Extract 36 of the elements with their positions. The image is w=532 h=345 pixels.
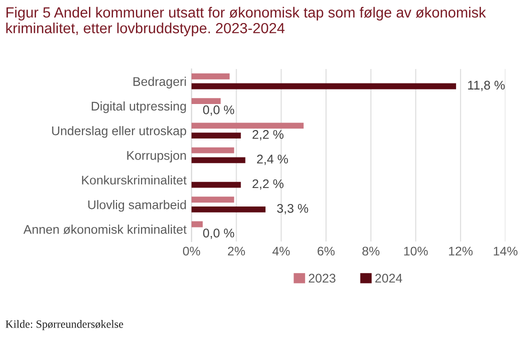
bar <box>192 157 246 164</box>
data-label: 11,8 % <box>468 80 505 92</box>
x-tick-label: 0% <box>182 246 200 256</box>
data-label: 3,3 % <box>277 204 308 214</box>
bar <box>192 122 304 129</box>
bar <box>192 98 221 104</box>
bar <box>192 182 241 188</box>
bar <box>192 132 241 138</box>
y-tick-label: Underslag eller utroskap <box>52 126 186 138</box>
y-tick-label: Korrupsjon <box>127 150 186 162</box>
x-tick-label: 14% <box>494 246 518 256</box>
bar <box>192 73 230 80</box>
x-tick-label: 2% <box>228 246 245 256</box>
y-tick-label: Annen økonomisk kriminalitet <box>23 224 187 234</box>
data-label: 2,4 % <box>257 154 288 166</box>
data-label: 0,0 % <box>203 228 234 239</box>
chart-title: Figur 5 Andel kommuner utsatt for økonomisk tap som følge av økonomisk kriminalitet, etter lovbruddstype. 2023-2024 <box>6 6 486 36</box>
legend-label: 2024 <box>375 274 402 283</box>
legend-label: 2023 <box>308 274 336 283</box>
y-tick-label: Digital utpressing <box>92 101 186 114</box>
y-tick-label: Konkurskriminalitet <box>82 175 187 185</box>
x-tick-label: 6% <box>318 246 335 256</box>
data-label: 2,2 % <box>252 130 284 140</box>
x-tick-label: 4% <box>272 246 290 256</box>
y-tick-label: Ulovlig samarbeid <box>88 200 186 212</box>
bar <box>192 196 234 203</box>
x-tick-label: 10% <box>404 246 428 256</box>
x-tick-label: 12% <box>449 246 473 256</box>
x-tick-label: 8% <box>362 246 380 256</box>
bar <box>192 206 266 212</box>
bar <box>192 147 234 154</box>
data-label: 2,2 % <box>252 179 284 190</box>
bar <box>192 83 456 90</box>
data-label: 0,0 % <box>203 105 234 116</box>
y-tick-label: Bedrageri <box>133 76 186 88</box>
text: Kilde: Spørreundersøkelse <box>6 320 124 330</box>
